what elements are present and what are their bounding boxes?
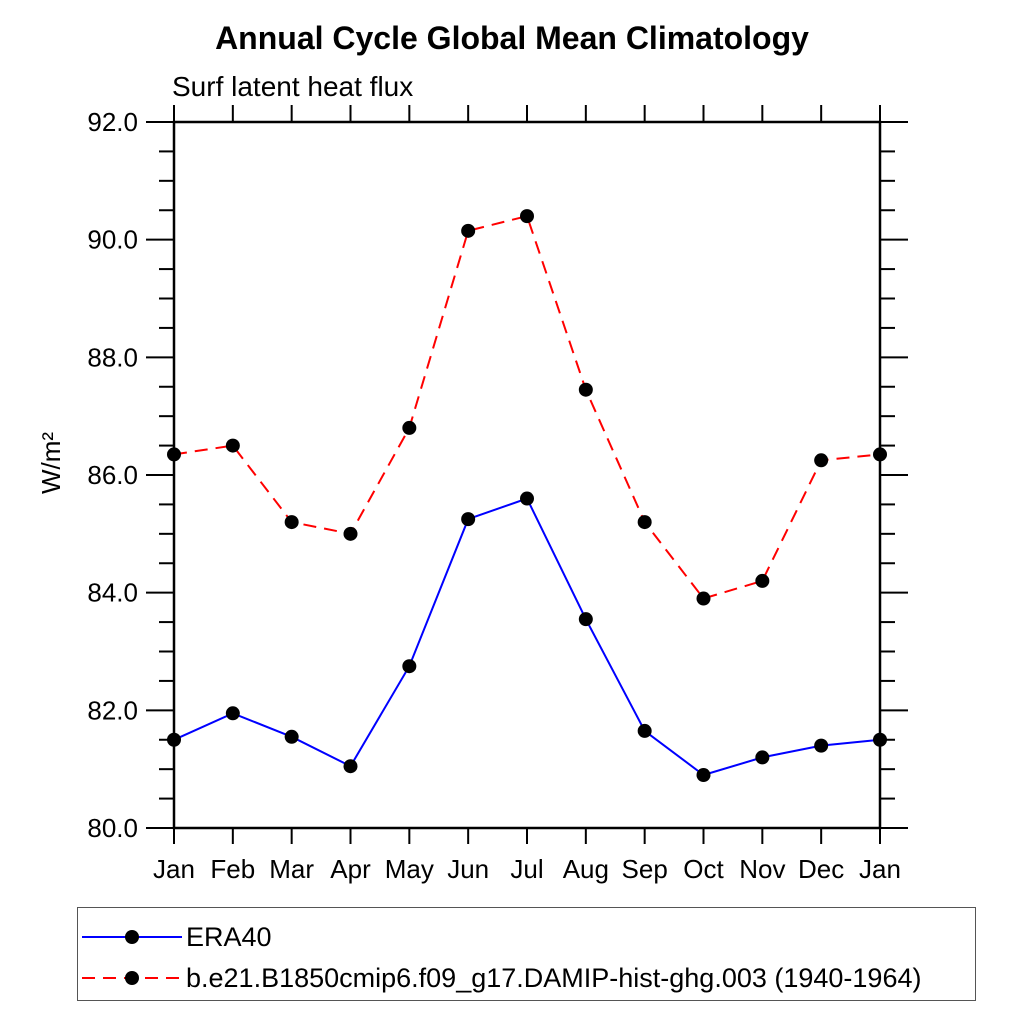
legend-line-sample-dashed bbox=[82, 971, 182, 985]
series-markers-model bbox=[167, 209, 887, 606]
data-point-marker bbox=[637, 723, 652, 738]
x-tick-label: Nov bbox=[739, 854, 785, 884]
chart-title: Annual Cycle Global Mean Climatology bbox=[215, 20, 809, 56]
series-markers-era40 bbox=[167, 491, 887, 783]
data-point-marker bbox=[755, 750, 770, 765]
x-tick-label: Jun bbox=[447, 854, 489, 884]
data-point-marker bbox=[637, 515, 652, 530]
data-point-marker bbox=[343, 759, 358, 774]
data-point-marker bbox=[814, 453, 829, 468]
axis-frame bbox=[172, 120, 882, 830]
y-axis-ticks bbox=[146, 121, 908, 829]
data-point-marker bbox=[814, 738, 829, 753]
data-point-marker bbox=[520, 209, 534, 224]
x-tick-label: May bbox=[385, 854, 434, 884]
data-point-marker bbox=[873, 732, 887, 747]
data-point-marker bbox=[520, 491, 534, 506]
legend-marker-dot bbox=[125, 971, 139, 985]
data-point-marker bbox=[402, 659, 417, 674]
y-tick-label: 92.0 bbox=[87, 107, 138, 137]
data-point-marker bbox=[461, 223, 476, 238]
legend-label-era40: ERA40 bbox=[186, 921, 272, 952]
x-tick-label: Oct bbox=[683, 854, 724, 884]
data-point-marker bbox=[225, 438, 240, 453]
data-point-marker bbox=[402, 420, 417, 435]
data-point-marker bbox=[284, 515, 299, 530]
y-tick-label: 90.0 bbox=[87, 225, 138, 255]
data-point-marker bbox=[696, 591, 711, 606]
data-point-marker bbox=[578, 612, 593, 627]
x-tick-label: Mar bbox=[269, 854, 314, 884]
data-point-marker bbox=[343, 526, 358, 541]
data-point-marker bbox=[284, 729, 299, 744]
data-point-marker bbox=[755, 573, 770, 588]
y-axis-labels: 80.0 82.0 84.0 86.0 88.0 90.0 92.0 bbox=[87, 107, 138, 843]
x-tick-label: Jan bbox=[153, 854, 195, 884]
y-tick-label: 88.0 bbox=[87, 342, 138, 372]
legend-label-model: b.e21.B1850cmip6.f09_g17.DAMIP-hist-ghg.… bbox=[186, 962, 922, 993]
data-point-marker bbox=[696, 768, 711, 783]
y-tick-label: 84.0 bbox=[87, 578, 138, 608]
x-tick-label: Jan bbox=[859, 854, 901, 884]
data-point-marker bbox=[167, 732, 181, 747]
legend: ERA40 b.e21.B1850cmip6.f09_g17.DAMIP-his… bbox=[77, 907, 976, 1001]
legend-item-era40: ERA40 bbox=[80, 921, 272, 953]
x-tick-label: Jul bbox=[510, 854, 543, 884]
x-tick-label: Aug bbox=[563, 854, 609, 884]
data-point-marker bbox=[578, 382, 593, 397]
data-point-marker bbox=[167, 447, 181, 462]
x-tick-label: Apr bbox=[330, 854, 371, 884]
y-axis-title: W/m² bbox=[36, 432, 66, 494]
data-point-marker bbox=[461, 512, 476, 527]
x-tick-label: Sep bbox=[622, 854, 668, 884]
series-line-model bbox=[173, 214, 881, 600]
chart-subtitle: Surf latent heat flux bbox=[172, 71, 414, 102]
x-axis-ticks bbox=[173, 105, 881, 844]
data-point-marker bbox=[873, 447, 887, 462]
data-point-marker bbox=[225, 706, 240, 721]
y-tick-label: 86.0 bbox=[87, 460, 138, 490]
legend-marker-dot bbox=[125, 930, 139, 944]
x-tick-label: Dec bbox=[798, 854, 844, 884]
series-line-era40 bbox=[173, 497, 881, 777]
y-tick-label: 82.0 bbox=[87, 695, 138, 725]
x-tick-label: Feb bbox=[210, 854, 255, 884]
x-axis-labels: Jan Feb Mar Apr May Jun Jul Aug Sep Oct Nov Dec Jan bbox=[153, 854, 901, 884]
y-tick-label: 80.0 bbox=[87, 813, 138, 843]
legend-item-model: b.e21.B1850cmip6.f09_g17.DAMIP-hist-ghg.… bbox=[80, 962, 921, 994]
legend-line-sample-solid bbox=[82, 930, 182, 944]
